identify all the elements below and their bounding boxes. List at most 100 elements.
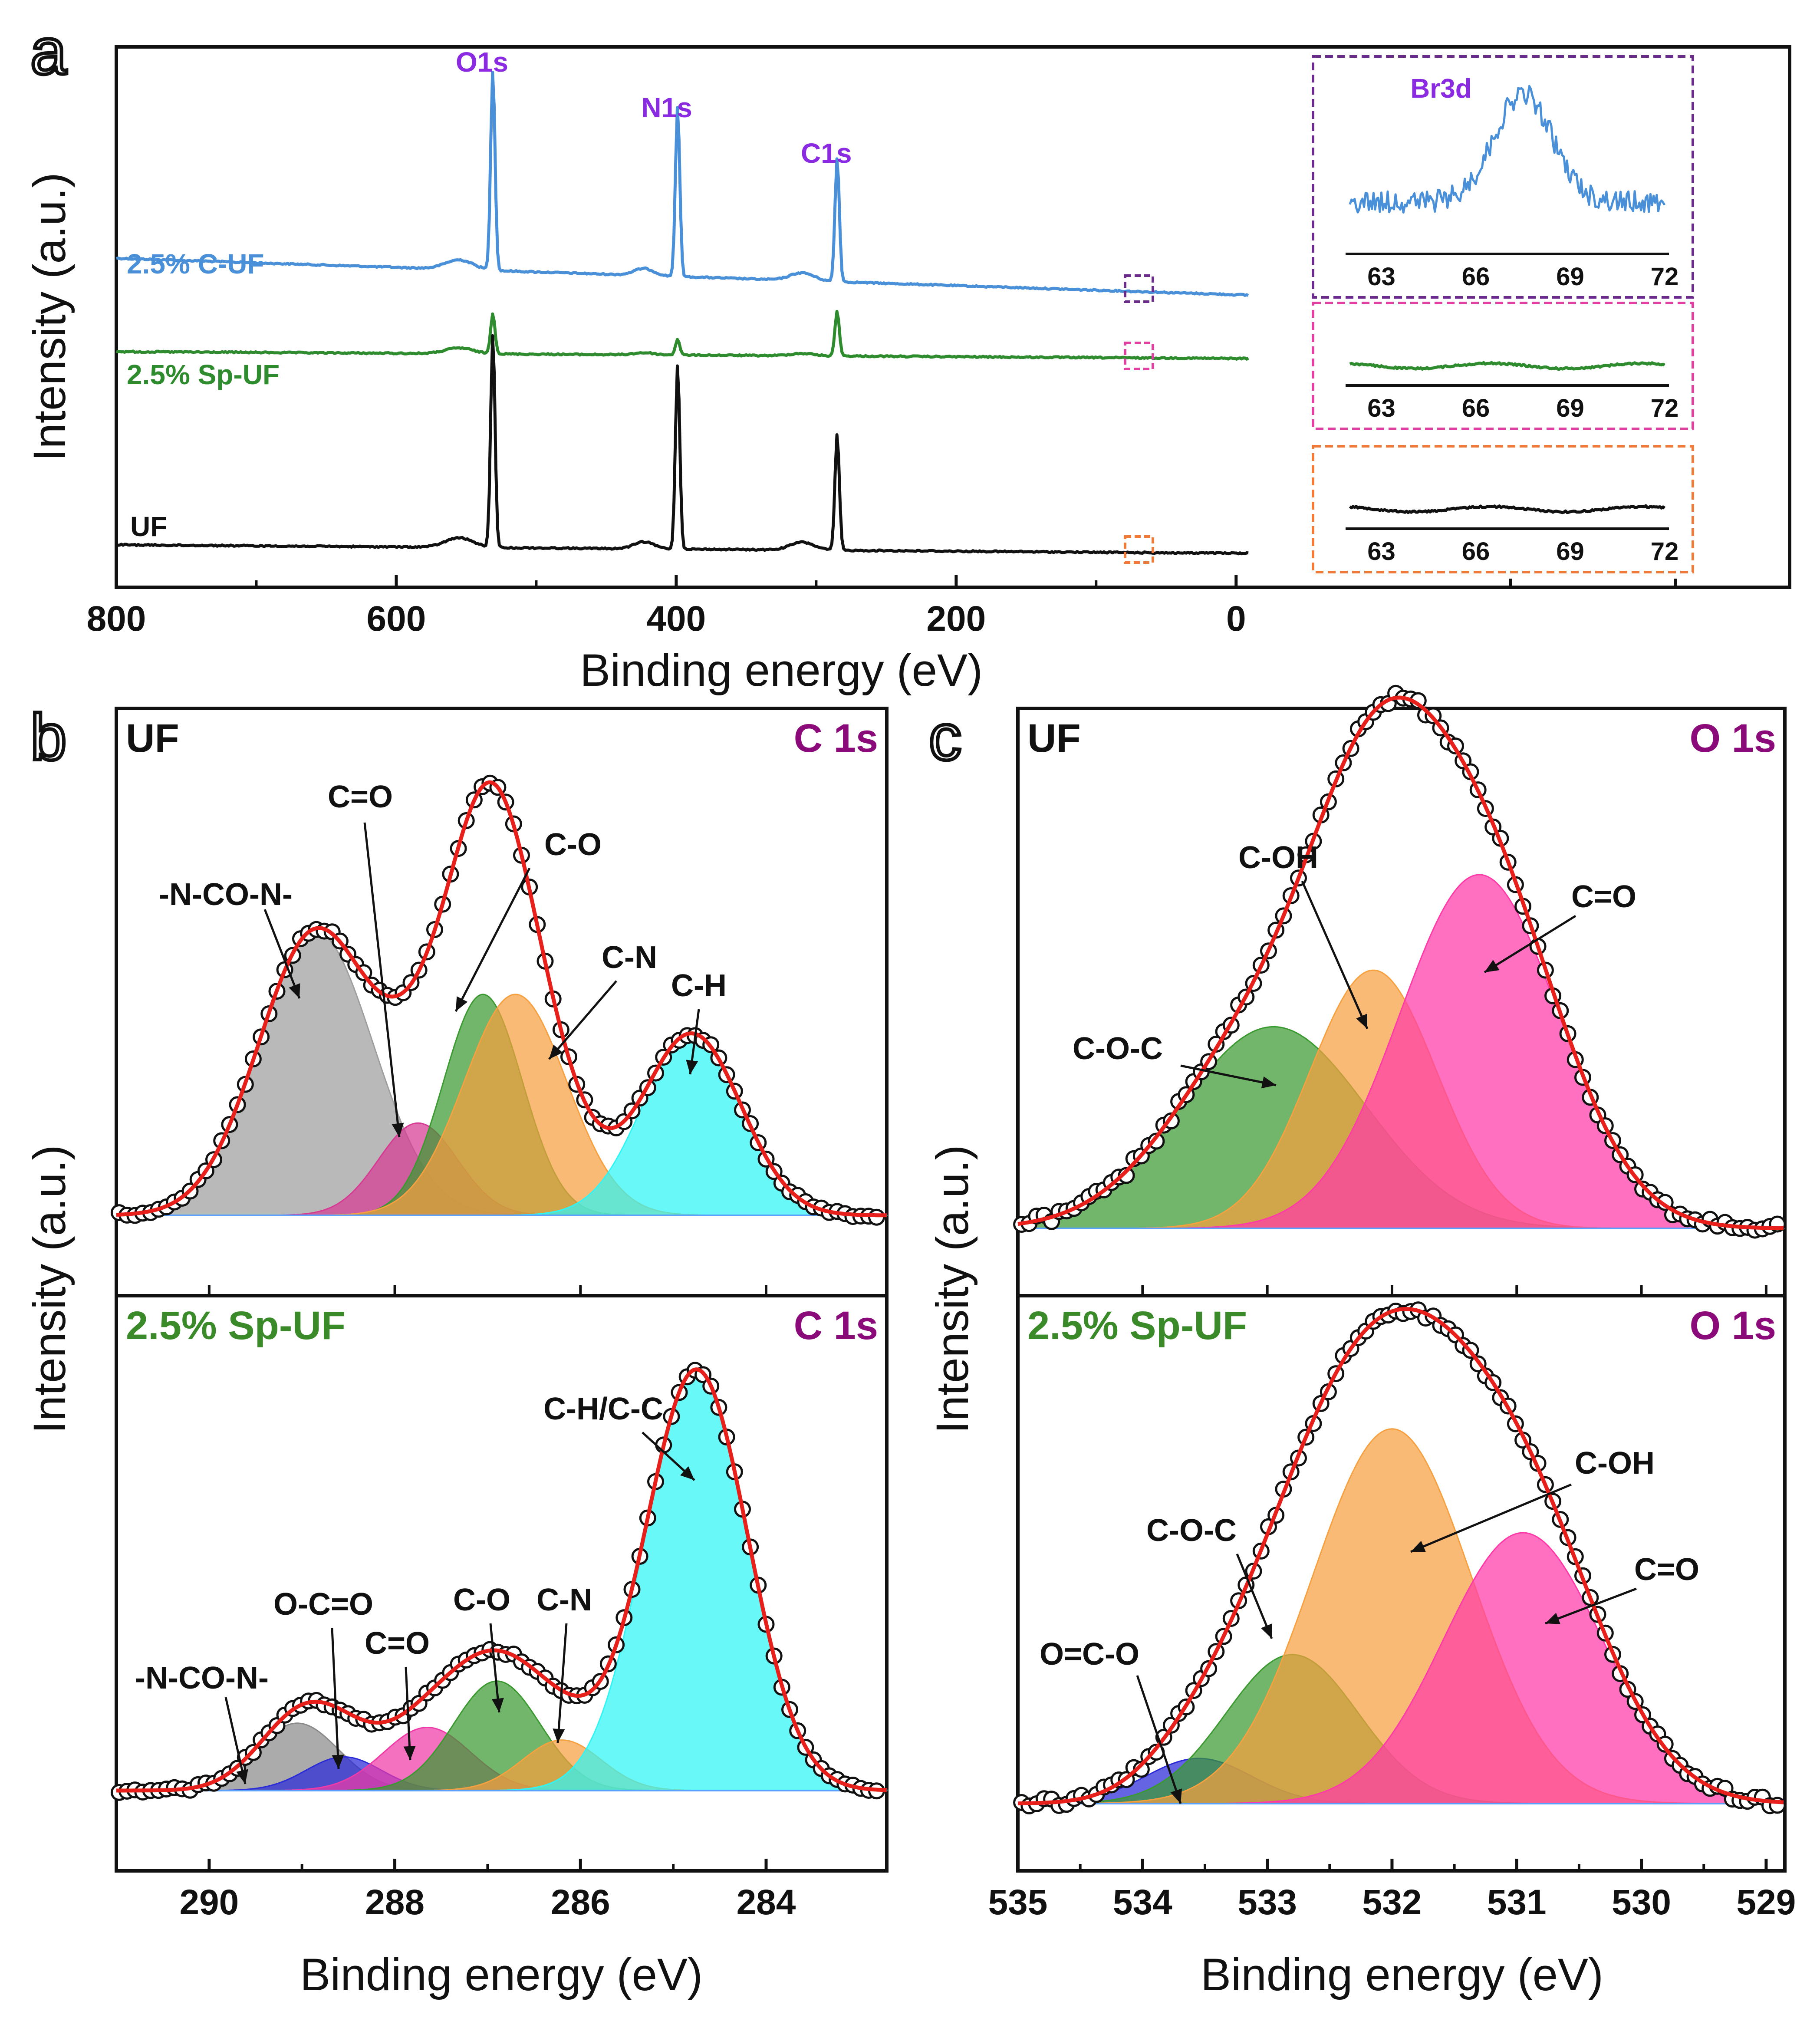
inset-line-2-5-c-uf [1349, 85, 1666, 214]
component-arrow-c-o [1545, 1587, 1637, 1625]
component-label-c-o-c: C-O-C [1073, 1031, 1163, 1066]
fit-envelope-line [116, 780, 887, 1218]
series-label-uf: UF [130, 511, 167, 542]
component-arrowhead-c-o [392, 1123, 404, 1137]
series-label-2-5-c-uf: 2.5% C-UF [127, 248, 264, 280]
a-x-tick-label-400: 400 [646, 599, 706, 639]
component-arrow-c-n [548, 980, 617, 1060]
component-arrowhead-o-c-o [1170, 1788, 1182, 1804]
inset-line-2-5-sp-uf [1349, 361, 1665, 371]
panel-letter-c: c [929, 701, 961, 774]
x-tick-label-531: 531 [1487, 1883, 1547, 1922]
a-x-tick-label-800: 800 [87, 599, 146, 639]
component-arrowhead-c-o-c [1261, 1076, 1276, 1089]
component-arrow-c-o [405, 1666, 411, 1761]
component-arrow-c-o [1484, 915, 1576, 974]
subpanel-2-5-sp-uf: -N-CO-N- O-C=O C=O C-O C-N C-H/C-C 2.5% Sp-UF C… [110, 1304, 888, 1801]
c1s-panel: -N-CO-N- C=O C-O C-N C-H UF C 1s -N-CO-N- O-C=O C… [24, 707, 889, 2000]
x-tick-label-530: 530 [1612, 1883, 1671, 1922]
peak-label-c1s: C1s [801, 138, 852, 169]
sample-label-uf: UF [1027, 716, 1081, 760]
x-tick-label-532: 532 [1363, 1883, 1422, 1922]
component-arrowhead-c-o [456, 996, 468, 1011]
inset-tick-label-66: 66 [1462, 394, 1490, 422]
inset-tick-label-63: 63 [1367, 537, 1395, 566]
panel-c-x-axis-label: Binding energy (eV) [1201, 1949, 1603, 2000]
component-arrowhead-c-oh [1356, 1014, 1367, 1029]
inset-tick-label-63: 63 [1367, 394, 1395, 422]
component-arrowhead-c-n [549, 1044, 563, 1059]
component-arrow-n-co-n [263, 909, 301, 999]
inset-tick-label-69: 69 [1556, 537, 1584, 566]
component-label-c-o: C=O [365, 1626, 430, 1661]
component-arrow-c-o [454, 867, 531, 1012]
x-tick-label-533: 533 [1237, 1883, 1297, 1922]
component-label-o-c-o: O=C-O [1040, 1637, 1139, 1672]
panel-b-frame [115, 707, 889, 1873]
inset-box-2-5-c-uf [1312, 55, 1694, 299]
component-arrow-c-o-c [1180, 1064, 1277, 1086]
region-label-o-1s: O 1s [1690, 716, 1776, 760]
a-x-tick-label-600: 600 [367, 599, 426, 639]
sample-label-2-5-sp-uf: 2.5% Sp-UF [1027, 1304, 1247, 1348]
series-line-2-5-sp-uf [116, 309, 1249, 361]
component-arrowhead-n-co-n [236, 1769, 248, 1784]
survey-spectra-panel: 800 600 400 200 0 2.5% C-UF 2.5% Sp-UF UF O1s N1… [24, 45, 1791, 696]
subpanel-uf: C-O-C C-OH C=O UF O 1s [1013, 685, 1786, 1239]
br3d-region-marker-uf [1124, 535, 1155, 564]
br3d-region-marker-2-5-sp-uf [1124, 342, 1155, 370]
x-tick-label-286: 286 [551, 1883, 610, 1922]
x-tick-label-534: 534 [1113, 1883, 1172, 1922]
component-arrow-c-o [489, 1623, 500, 1713]
a-x-tick-label-0: 0 [1226, 599, 1246, 639]
component-label-c-o: C-O [544, 827, 602, 862]
component-arrowhead-c-n [553, 1728, 565, 1743]
inset-label-br3d: Br3d [1410, 74, 1471, 104]
peak-label-n1s: N1s [641, 92, 692, 123]
x-tick-label-529: 529 [1736, 1883, 1796, 1922]
component-arrowhead-n-co-n [289, 983, 300, 998]
fit-envelope-line [116, 1367, 887, 1793]
inset-tick-label-63: 63 [1367, 263, 1395, 291]
component-arrow-o-c-o [1136, 1675, 1182, 1804]
x-tick-label-290: 290 [179, 1883, 239, 1922]
panel-letter-b: b [30, 701, 66, 774]
sample-label-2-5-sp-uf: 2.5% Sp-UF [126, 1304, 346, 1348]
component-label-c-o: C=O [1571, 879, 1636, 914]
component-label-c-o-c: C-O-C [1146, 1513, 1237, 1548]
component-label-c-h: C-H [671, 968, 727, 1003]
inset-box-2-5-sp-uf [1312, 302, 1694, 430]
component-arrowhead-c-o [491, 1698, 504, 1712]
component-label-c-o: C=O [328, 780, 393, 814]
component-label-n-co-n: -N-CO-N- [159, 877, 293, 912]
component-arrowhead-c-oh [1411, 1541, 1426, 1552]
x-tick-label-284: 284 [737, 1883, 796, 1922]
component-arrow-c-oh [1301, 880, 1369, 1030]
fit-envelope-line [1018, 1307, 1784, 1806]
peak-label-o1s: O1s [456, 46, 508, 78]
o1s-panel: C-O-C C-OH C=O UF O 1s O=C-O C-O-C C-OH C=O 2.5% … [927, 685, 1796, 2000]
component-arrow-c-n [556, 1623, 568, 1743]
component-label-c-h-c-c: C-H/C-C [543, 1392, 663, 1426]
inset-tick-label-72: 72 [1651, 394, 1679, 422]
panel-c-y-axis-label: Intensity (a.u.) [927, 1145, 978, 1433]
series-line-2-5-c-uf [116, 70, 1249, 297]
series-line-uf [115, 334, 1249, 556]
subpanel-uf: -N-CO-N- C=O C-O C-N C-H UF C 1s [110, 716, 888, 1226]
region-label-o-1s: O 1s [1690, 1304, 1776, 1348]
fit-envelope-line [1017, 695, 1784, 1230]
component-arrowhead-c-o [1484, 960, 1500, 972]
component-arrowhead-c-o-c [1261, 1623, 1272, 1639]
inset-box-uf [1312, 445, 1694, 573]
panel-a-y-axis-label: Intensity (a.u.) [24, 172, 75, 461]
x-tick-label-535: 535 [988, 1883, 1048, 1922]
component-arrowhead-c-o [403, 1746, 416, 1760]
br3d-region-marker-2-5-c-uf [1124, 274, 1155, 303]
inset-tick-label-72: 72 [1651, 263, 1679, 291]
inset-tick-label-66: 66 [1462, 537, 1490, 566]
inset-tick-label-66: 66 [1462, 263, 1490, 291]
component-arrow-c-o-c [1236, 1554, 1273, 1639]
component-label-c-oh: C-OH [1238, 840, 1318, 875]
region-label-c-1s: C 1s [794, 1304, 878, 1348]
